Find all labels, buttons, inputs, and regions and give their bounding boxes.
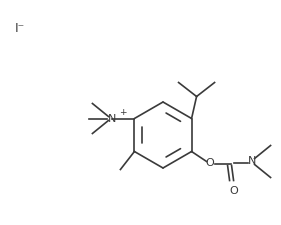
Text: N: N: [108, 113, 117, 124]
Text: O: O: [205, 158, 214, 169]
Text: N: N: [247, 157, 256, 166]
Text: +: +: [119, 108, 127, 117]
Text: I⁻: I⁻: [15, 22, 25, 35]
Text: O: O: [229, 185, 238, 196]
